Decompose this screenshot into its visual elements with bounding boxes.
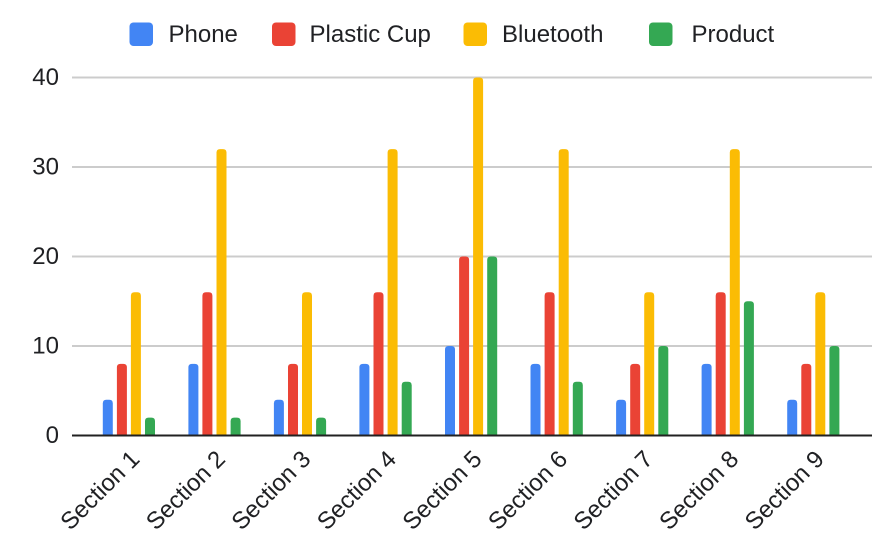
svg-text:Product: Product bbox=[692, 21, 775, 48]
svg-text:Section 6: Section 6 bbox=[483, 446, 573, 536]
svg-text:Section 8: Section 8 bbox=[654, 446, 744, 536]
svg-text:Bluetooth: Bluetooth bbox=[502, 21, 603, 48]
svg-text:Section 5: Section 5 bbox=[398, 446, 488, 536]
svg-text:20: 20 bbox=[32, 243, 59, 270]
svg-text:Section 1: Section 1 bbox=[55, 446, 145, 536]
svg-text:Phone: Phone bbox=[169, 21, 238, 48]
svg-text:Section 9: Section 9 bbox=[740, 446, 830, 536]
svg-text:40: 40 bbox=[32, 64, 59, 91]
svg-text:Section 7: Section 7 bbox=[569, 446, 659, 536]
svg-text:0: 0 bbox=[46, 422, 59, 449]
svg-text:Section 2: Section 2 bbox=[141, 446, 231, 536]
svg-text:Section 3: Section 3 bbox=[226, 446, 316, 536]
svg-text:10: 10 bbox=[32, 332, 59, 359]
svg-text:Section 4: Section 4 bbox=[312, 446, 402, 536]
svg-text:Plastic Cup: Plastic Cup bbox=[310, 21, 431, 48]
svg-text:30: 30 bbox=[32, 153, 59, 180]
